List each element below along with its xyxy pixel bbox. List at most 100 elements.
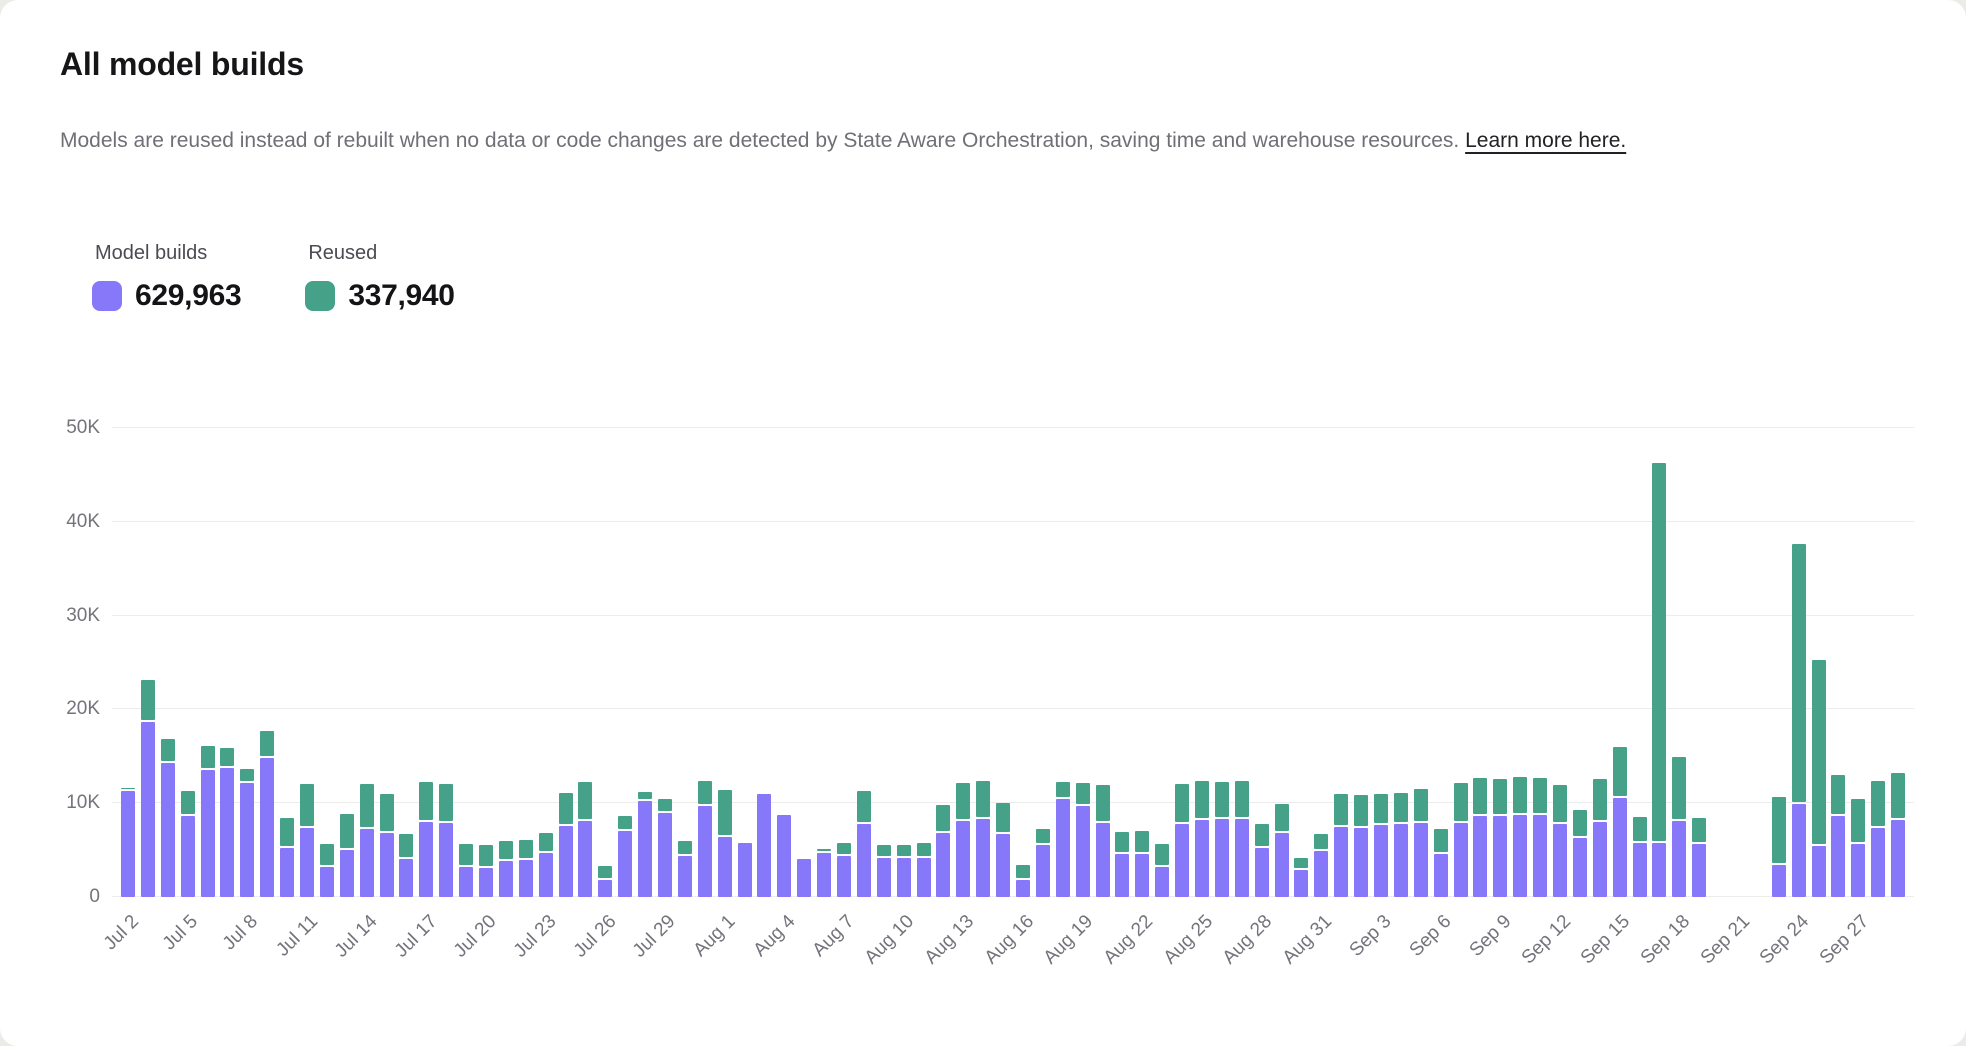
bar-segment-reused[interactable]: [956, 782, 971, 820]
bar-segment-model-builds[interactable]: [120, 791, 135, 897]
bar-segment-reused[interactable]: [1433, 828, 1448, 852]
bar-segment-reused[interactable]: [419, 781, 434, 820]
bar-segment-model-builds[interactable]: [1453, 822, 1468, 897]
bar-segment-reused[interactable]: [1135, 831, 1150, 852]
bar-segment-reused[interactable]: [1871, 780, 1886, 826]
bar-segment-model-builds[interactable]: [459, 866, 474, 897]
bar-segment-model-builds[interactable]: [677, 855, 692, 897]
bar-segment-model-builds[interactable]: [1871, 827, 1886, 897]
learn-more-link[interactable]: Learn more here.: [1465, 129, 1627, 152]
bar-segment-model-builds[interactable]: [1533, 815, 1548, 897]
bar-segment-model-builds[interactable]: [140, 721, 155, 897]
bar-segment-model-builds[interactable]: [220, 767, 235, 897]
bar-segment-reused[interactable]: [200, 746, 215, 769]
bar-segment-reused[interactable]: [697, 780, 712, 805]
bar-segment-model-builds[interactable]: [1891, 820, 1906, 897]
bar-segment-reused[interactable]: [1533, 777, 1548, 814]
bar-segment-model-builds[interactable]: [1493, 816, 1508, 897]
bar-segment-reused[interactable]: [1493, 778, 1508, 815]
bar-segment-model-builds[interactable]: [697, 806, 712, 897]
bar-segment-reused[interactable]: [280, 818, 295, 847]
bar-segment-model-builds[interactable]: [1334, 826, 1349, 897]
bar-segment-model-builds[interactable]: [160, 762, 175, 897]
bar-segment-reused[interactable]: [1075, 782, 1090, 805]
bar-segment-model-builds[interactable]: [836, 855, 851, 897]
bar-segment-model-builds[interactable]: [896, 857, 911, 897]
bar-segment-model-builds[interactable]: [379, 833, 394, 897]
bar-segment-reused[interactable]: [399, 834, 414, 857]
bar-segment-reused[interactable]: [677, 840, 692, 854]
bar-segment-model-builds[interactable]: [1155, 866, 1170, 897]
bar-segment-model-builds[interactable]: [339, 850, 354, 897]
bar-segment-model-builds[interactable]: [1055, 799, 1070, 897]
bar-segment-model-builds[interactable]: [319, 866, 334, 897]
bar-segment-model-builds[interactable]: [1612, 797, 1627, 897]
bar-segment-reused[interactable]: [439, 783, 454, 821]
bar-segment-reused[interactable]: [1453, 782, 1468, 821]
bar-segment-reused[interactable]: [478, 844, 493, 866]
bar-segment-model-builds[interactable]: [1234, 819, 1249, 897]
bar-segment-reused[interactable]: [1513, 776, 1528, 814]
bar-segment-model-builds[interactable]: [1473, 816, 1488, 897]
bar-segment-reused[interactable]: [1274, 804, 1289, 832]
bar-segment-reused[interactable]: [976, 780, 991, 818]
bar-segment-model-builds[interactable]: [1851, 843, 1866, 897]
bar-segment-model-builds[interactable]: [976, 819, 991, 897]
bar-segment-reused[interactable]: [916, 842, 931, 856]
bar-segment-reused[interactable]: [1214, 781, 1229, 818]
bar-segment-reused[interactable]: [1672, 757, 1687, 820]
bar-segment-model-builds[interactable]: [359, 828, 374, 897]
bar-segment-reused[interactable]: [558, 792, 573, 824]
bar-segment-model-builds[interactable]: [518, 860, 533, 897]
bar-segment-reused[interactable]: [1155, 844, 1170, 865]
bar-segment-model-builds[interactable]: [1035, 845, 1050, 897]
bar-segment-reused[interactable]: [1692, 818, 1707, 842]
bar-segment-reused[interactable]: [1891, 773, 1906, 819]
bar-segment-model-builds[interactable]: [1572, 837, 1587, 897]
bar-segment-model-builds[interactable]: [1354, 827, 1369, 897]
bar-segment-reused[interactable]: [1652, 462, 1667, 841]
bar-segment-reused[interactable]: [1791, 544, 1806, 803]
bar-segment-model-builds[interactable]: [1015, 880, 1030, 897]
bar-segment-model-builds[interactable]: [1831, 816, 1846, 897]
bar-segment-reused[interactable]: [1393, 792, 1408, 822]
bar-segment-reused[interactable]: [1413, 789, 1428, 821]
bar-segment-reused[interactable]: [1811, 659, 1826, 845]
bar-segment-reused[interactable]: [1194, 780, 1209, 819]
bar-segment-model-builds[interactable]: [1791, 804, 1806, 897]
bar-segment-reused[interactable]: [717, 790, 732, 835]
bar-segment-reused[interactable]: [1632, 817, 1647, 841]
bar-segment-model-builds[interactable]: [1314, 851, 1329, 897]
bar-segment-model-builds[interactable]: [1274, 833, 1289, 897]
bar-segment-model-builds[interactable]: [1194, 820, 1209, 897]
bar-segment-model-builds[interactable]: [1214, 819, 1229, 897]
bar-segment-reused[interactable]: [1314, 834, 1329, 850]
bar-segment-reused[interactable]: [1354, 794, 1369, 826]
bar-segment-model-builds[interactable]: [1373, 824, 1388, 897]
bar-segment-model-builds[interactable]: [399, 858, 414, 897]
bar-segment-model-builds[interactable]: [299, 827, 314, 897]
bar-segment-reused[interactable]: [856, 791, 871, 822]
bar-segment-model-builds[interactable]: [737, 842, 752, 897]
bar-segment-model-builds[interactable]: [777, 815, 792, 897]
bar-segment-model-builds[interactable]: [478, 867, 493, 897]
bar-segment-reused[interactable]: [657, 799, 672, 811]
bar-segment-model-builds[interactable]: [1413, 822, 1428, 897]
bar-segment-reused[interactable]: [359, 784, 374, 827]
bar-segment-model-builds[interactable]: [1075, 806, 1090, 897]
bar-segment-model-builds[interactable]: [856, 823, 871, 897]
bar-segment-model-builds[interactable]: [1811, 846, 1826, 897]
bar-segment-model-builds[interactable]: [280, 848, 295, 897]
bar-segment-reused[interactable]: [1095, 785, 1110, 821]
bar-segment-model-builds[interactable]: [638, 801, 653, 897]
bar-segment-reused[interactable]: [1552, 785, 1567, 822]
bar-segment-model-builds[interactable]: [1513, 815, 1528, 897]
bar-segment-model-builds[interactable]: [717, 836, 732, 897]
bar-segment-reused[interactable]: [1234, 780, 1249, 818]
bar-segment-model-builds[interactable]: [757, 793, 772, 897]
bar-segment-reused[interactable]: [160, 738, 175, 761]
bar-segment-reused[interactable]: [836, 842, 851, 854]
bar-segment-model-builds[interactable]: [1095, 822, 1110, 897]
bar-segment-model-builds[interactable]: [936, 833, 951, 897]
bar-segment-model-builds[interactable]: [1771, 865, 1786, 897]
